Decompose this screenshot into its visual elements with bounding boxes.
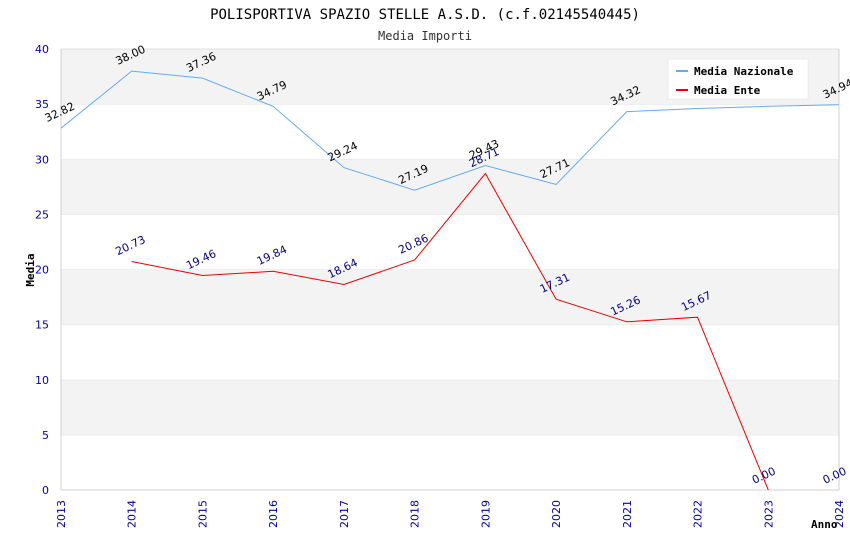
series-line-media-nazionale bbox=[60, 70, 840, 191]
y-tick-label: 40 bbox=[35, 43, 49, 56]
x-tick-label: 2024 bbox=[833, 500, 846, 528]
series-group bbox=[60, 70, 840, 491]
x-tick-label: 2021 bbox=[621, 500, 634, 528]
legend-entry: Media Ente bbox=[694, 84, 761, 97]
grid-band bbox=[61, 269, 839, 325]
legend: Media Nazionale Media Ente bbox=[667, 58, 809, 100]
y-tick-label: 0 bbox=[42, 484, 49, 497]
grid-band bbox=[61, 159, 839, 215]
x-axis-ticks: 2013 2014 2015 2016 2017 2018 2019 2020 2021 2022… bbox=[55, 500, 846, 528]
y-axis-ticks: 0 5 10 15 20 25 30 35 40 bbox=[35, 43, 49, 497]
x-tick-label: 2013 bbox=[55, 500, 68, 528]
x-tick-label: 2015 bbox=[196, 500, 209, 528]
grid-band bbox=[61, 324, 839, 380]
x-tick-label: 2019 bbox=[479, 500, 492, 528]
chart-subtitle: Media Importi bbox=[378, 29, 472, 43]
chart-title: POLISPORTIVA SPAZIO STELLE A.S.D. (c.f.0… bbox=[210, 7, 640, 23]
grid-bands bbox=[61, 48, 839, 490]
y-tick-label: 20 bbox=[35, 264, 49, 277]
y-tick-label: 15 bbox=[35, 319, 49, 332]
grid-band bbox=[61, 379, 839, 435]
grid-band bbox=[61, 104, 839, 160]
x-tick-label: 2014 bbox=[126, 500, 139, 528]
grid-band bbox=[61, 214, 839, 270]
x-tick-label: 2017 bbox=[338, 500, 351, 528]
x-tick-label: 2023 bbox=[762, 500, 775, 528]
x-tick-label: 2020 bbox=[550, 500, 563, 528]
x-tick-label: 2016 bbox=[267, 500, 280, 528]
grid-band bbox=[61, 434, 839, 490]
y-tick-label: 30 bbox=[35, 153, 49, 166]
y-tick-label: 10 bbox=[35, 374, 49, 387]
y-tick-label: 5 bbox=[42, 429, 49, 442]
y-tick-label: 25 bbox=[35, 208, 49, 221]
y-tick-label: 35 bbox=[35, 98, 49, 111]
axes bbox=[60, 49, 840, 491]
x-tick-label: 2018 bbox=[409, 500, 422, 528]
legend-box bbox=[667, 58, 809, 100]
x-axis-label: Anno bbox=[811, 518, 838, 531]
legend-entry: Media Nazionale bbox=[694, 65, 794, 78]
x-tick-label: 2022 bbox=[692, 500, 705, 528]
y-axis-label: Media bbox=[24, 253, 37, 286]
series-line-media-ente bbox=[131, 172, 769, 491]
